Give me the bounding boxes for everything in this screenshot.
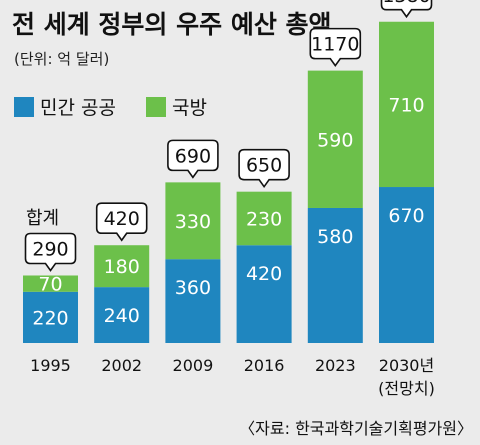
bar-civil-5	[379, 187, 434, 343]
total-callout-5	[380, 0, 433, 19]
value-label-civil-4: 580	[317, 226, 353, 248]
value-label-civil-5: 670	[388, 205, 424, 227]
value-label-civil-2: 360	[175, 277, 211, 299]
bar-civil-2	[165, 259, 221, 343]
total-label-5: 1380	[382, 0, 430, 7]
value-label-defense-0: 70	[38, 274, 62, 296]
value-label-defense-3: 230	[246, 208, 282, 230]
total-callout-4	[309, 27, 362, 68]
category-label-0: 1995	[30, 356, 71, 375]
total-callout-1	[95, 202, 148, 242]
unit-label: (단위: 억 달러)	[14, 50, 109, 68]
category-label-5: 2030년	[379, 356, 434, 375]
value-label-defense-5: 710	[388, 94, 424, 116]
total-callout-2	[167, 139, 219, 179]
category-label-4: 2023	[315, 356, 356, 375]
legend-label-defense: 국방	[172, 97, 207, 119]
bar-defense-5	[379, 21, 434, 188]
source-note: 〈자료: 한국과학기술기획평가원〉	[239, 419, 473, 438]
bar-defense-2	[165, 182, 221, 260]
value-label-defense-2: 330	[175, 211, 211, 233]
chart-title: 전 세계 정부의 우주 예산 총액	[12, 10, 332, 39]
total-label-2: 690	[175, 145, 211, 167]
total-label-1: 420	[104, 208, 140, 230]
value-label-defense-4: 590	[317, 129, 353, 151]
bar-defense-4	[307, 70, 363, 208]
total-callout-0	[24, 232, 77, 272]
bar-defense-3	[236, 191, 292, 246]
value-label-civil-0: 220	[32, 307, 68, 329]
value-label-civil-3: 420	[246, 263, 282, 285]
category-label-2: 2009	[173, 356, 214, 375]
category-label-3: 2016	[244, 356, 285, 375]
legend-swatch-defense	[146, 97, 166, 117]
total-label-3: 650	[246, 155, 282, 177]
total-caption: 합계	[26, 208, 59, 229]
value-label-civil-1: 240	[104, 305, 140, 327]
bar-civil-4	[307, 207, 363, 343]
bar-civil-3	[236, 245, 292, 343]
total-callout-3	[238, 148, 290, 189]
bar-civil-0	[23, 291, 78, 343]
legend-swatch-civil	[14, 97, 34, 117]
value-label-defense-1: 180	[104, 256, 140, 278]
legend-label-civil: 민간 공공	[40, 97, 116, 119]
total-label-4: 1170	[311, 34, 359, 56]
bars-group: 220 70 290 1995 240 180 420 2002 360 330 690 2009 42…	[23, 0, 435, 398]
bar-defense-1	[94, 245, 150, 288]
category-note-5: (전망치)	[378, 379, 435, 398]
bar-defense-0	[23, 275, 78, 292]
total-label-0: 290	[32, 238, 68, 260]
category-label-1: 2002	[101, 356, 142, 375]
bar-civil-1	[94, 287, 150, 343]
